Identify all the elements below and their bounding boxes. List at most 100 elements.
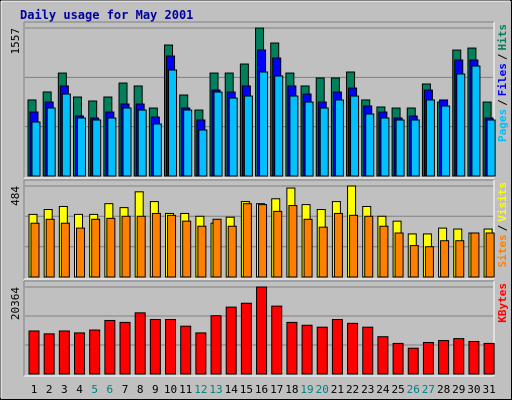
- bar: [303, 218, 313, 278]
- bar: [425, 99, 435, 177]
- bar: [122, 107, 132, 177]
- bar: [91, 218, 101, 278]
- bar: [213, 91, 223, 177]
- bar: [289, 95, 299, 177]
- bar: [424, 246, 434, 278]
- bar: [210, 315, 222, 375]
- x-tick-label: 31: [482, 383, 495, 396]
- bar: [440, 240, 450, 278]
- bar: [92, 119, 102, 177]
- bar: [288, 205, 298, 278]
- bar: [104, 319, 116, 375]
- x-tick-label: 8: [137, 383, 144, 396]
- x-tick-label: 15: [240, 383, 253, 396]
- x-tick-label: 19: [300, 383, 313, 396]
- x-tick-label: 6: [107, 383, 114, 396]
- bar: [394, 232, 404, 278]
- legend-entry: KBytes: [496, 283, 509, 323]
- x-tick-label: 24: [376, 383, 390, 396]
- bar: [198, 129, 208, 177]
- x-tick-label: 27: [422, 383, 435, 396]
- bar: [422, 341, 434, 375]
- bar: [471, 65, 481, 177]
- x-tick-label: 16: [255, 383, 268, 396]
- y-tick-label: 1557: [9, 28, 22, 55]
- x-tick-label: 18: [285, 383, 298, 396]
- bar: [485, 232, 495, 278]
- bar: [470, 232, 480, 278]
- bar: [271, 305, 283, 375]
- x-tick-label: 5: [91, 383, 98, 396]
- x-tick-label: 25: [391, 383, 404, 396]
- x-tick-label: 2: [46, 383, 53, 396]
- x-tick-label: 13: [209, 383, 222, 396]
- bar: [121, 215, 131, 278]
- x-tick-label: 9: [152, 383, 159, 396]
- legend: Pages / Files / Hits: [496, 24, 509, 142]
- bar: [316, 326, 328, 375]
- x-tick-label: 1: [31, 383, 38, 396]
- bar: [31, 121, 41, 177]
- bar: [45, 218, 55, 278]
- bar: [212, 218, 222, 278]
- bar: [350, 95, 360, 177]
- bar: [76, 227, 86, 278]
- y-tick-label: 484: [9, 186, 22, 206]
- bar: [77, 117, 87, 177]
- bar: [61, 93, 71, 177]
- legend-separator: /: [496, 224, 509, 231]
- bar: [349, 214, 359, 278]
- bar: [106, 217, 116, 278]
- legend-entry: Pages: [496, 109, 509, 142]
- bar: [364, 215, 374, 278]
- x-tick-label: 21: [331, 383, 344, 396]
- x-tick-label: 22: [346, 383, 359, 396]
- x-tick-label: 4: [76, 383, 83, 396]
- bar: [74, 332, 86, 375]
- bar: [225, 306, 237, 375]
- bar: [319, 107, 329, 177]
- bar: [379, 225, 389, 278]
- bar: [46, 107, 56, 177]
- bar: [136, 215, 146, 278]
- bar: [227, 225, 237, 278]
- bar: [407, 347, 419, 375]
- bar: [301, 324, 313, 375]
- bar: [134, 312, 146, 375]
- bar: [228, 97, 238, 177]
- bar: [468, 340, 480, 375]
- bar: [409, 245, 419, 278]
- bar: [119, 321, 131, 375]
- bar: [392, 342, 404, 375]
- bar: [304, 101, 314, 177]
- bar: [149, 319, 161, 375]
- bar: [137, 109, 147, 177]
- legend: KBytes: [496, 283, 509, 323]
- bar: [165, 319, 177, 375]
- x-tick-label: 12: [194, 383, 207, 396]
- bar: [453, 338, 465, 375]
- x-tick-label: 28: [437, 383, 450, 396]
- bar: [486, 119, 496, 177]
- x-tick-label: 30: [467, 383, 480, 396]
- legend: Sites / Visits: [496, 182, 509, 268]
- bar: [28, 330, 40, 375]
- bar: [30, 222, 40, 278]
- bar: [183, 109, 193, 177]
- bar: [273, 210, 283, 278]
- legend-separator: /: [496, 53, 509, 60]
- bar: [362, 326, 374, 375]
- bar: [60, 222, 70, 278]
- bar: [347, 322, 359, 375]
- bar: [377, 336, 389, 375]
- bar: [286, 321, 298, 375]
- bar: [483, 342, 495, 375]
- bar: [259, 71, 269, 177]
- bar: [243, 95, 253, 177]
- legend-entry: Hits: [496, 24, 509, 51]
- bar: [365, 113, 375, 177]
- bar: [456, 73, 466, 177]
- bar: [455, 240, 465, 278]
- legend-entry: Sites: [496, 234, 509, 267]
- bar: [256, 286, 268, 375]
